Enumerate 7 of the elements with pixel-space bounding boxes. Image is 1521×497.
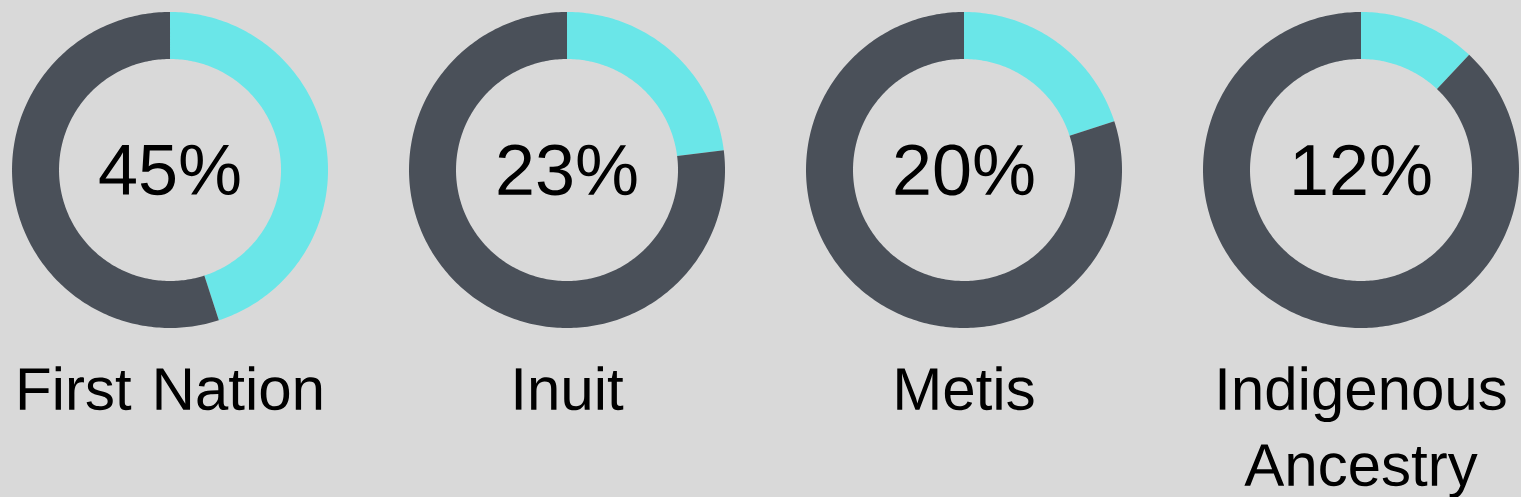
text: Metis: [897, 366, 1034, 411]
text: 12%: [1294, 144, 1431, 196]
text: First Nation: [19, 366, 322, 411]
text: 23%: [498, 144, 637, 196]
text: 20%: [895, 144, 1034, 196]
text: 45%: [99, 144, 240, 196]
text: Inuit: [515, 366, 624, 411]
